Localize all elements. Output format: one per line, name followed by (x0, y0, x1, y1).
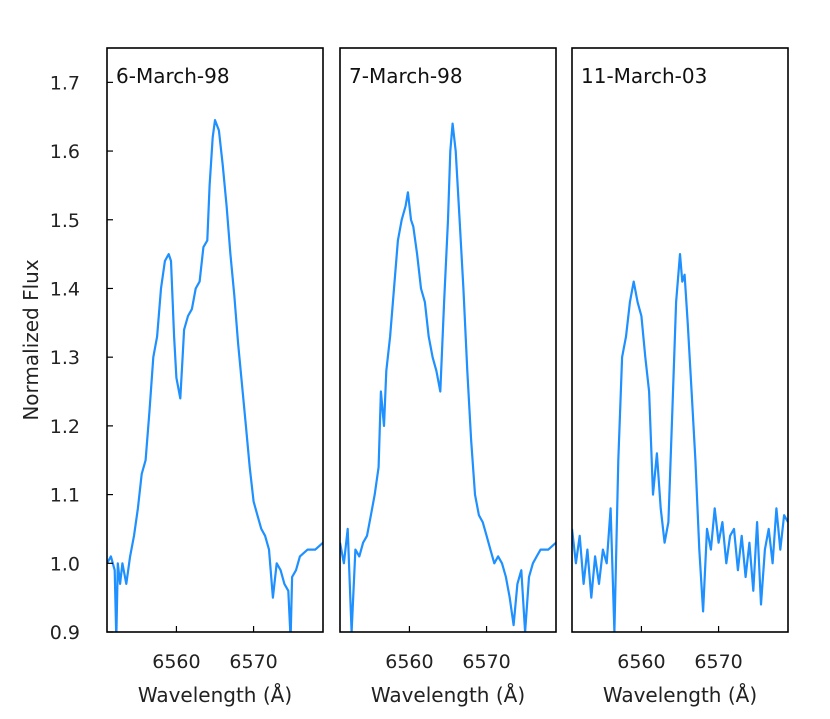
x-tick-label: 6560 (385, 651, 433, 673)
y-tick-label: 0.9 (50, 622, 80, 644)
y-tick-label: 1.5 (50, 210, 80, 232)
spectrum-line (340, 122, 556, 632)
panel-frame (106, 47, 324, 633)
panel-1: 6-March-98 6560 6570 Wavelength (Å) 0.9 1.0 1.… (50, 47, 324, 707)
y-tick-label: 1.4 (50, 278, 80, 300)
panel-title: 11-March-03 (581, 64, 707, 88)
panel-title: 7-March-98 (349, 64, 463, 88)
panel-2: 7-March-98 6560 6570 Wavelength (Å) (339, 47, 557, 707)
panel-3: 11-March-03 6560 6570 Wavelength (Å) (571, 47, 789, 707)
y-tick-label: 1.0 (50, 553, 80, 575)
y-tick-label: 1.6 (50, 141, 80, 163)
x-tick-label: 6560 (152, 651, 200, 673)
y-tick-label: 1.3 (50, 347, 80, 369)
panel-title: 6-March-98 (116, 64, 230, 88)
y-axis-label: Normalized Flux (19, 259, 43, 421)
panel-frame (571, 47, 789, 633)
spectrum-line (572, 253, 788, 632)
x-axis-label: Wavelength (Å) (138, 683, 292, 707)
x-tick-label: 6570 (462, 651, 510, 673)
x-tick-label: 6570 (694, 651, 742, 673)
y-tick-label: 1.1 (50, 485, 80, 507)
x-tick-label: 6560 (617, 651, 665, 673)
panels-group: 6-March-98 6560 6570 Wavelength (Å) 0.9 1.0 1.… (50, 47, 789, 707)
x-axis-label: Wavelength (Å) (371, 683, 525, 707)
x-tick-label: 6570 (229, 651, 277, 673)
y-tick-label: 1.2 (50, 416, 80, 438)
x-axis-label: Wavelength (Å) (603, 683, 757, 707)
spectrum-line (107, 119, 323, 632)
panel-frame (339, 47, 557, 633)
y-tick-label: 1.7 (50, 72, 80, 94)
